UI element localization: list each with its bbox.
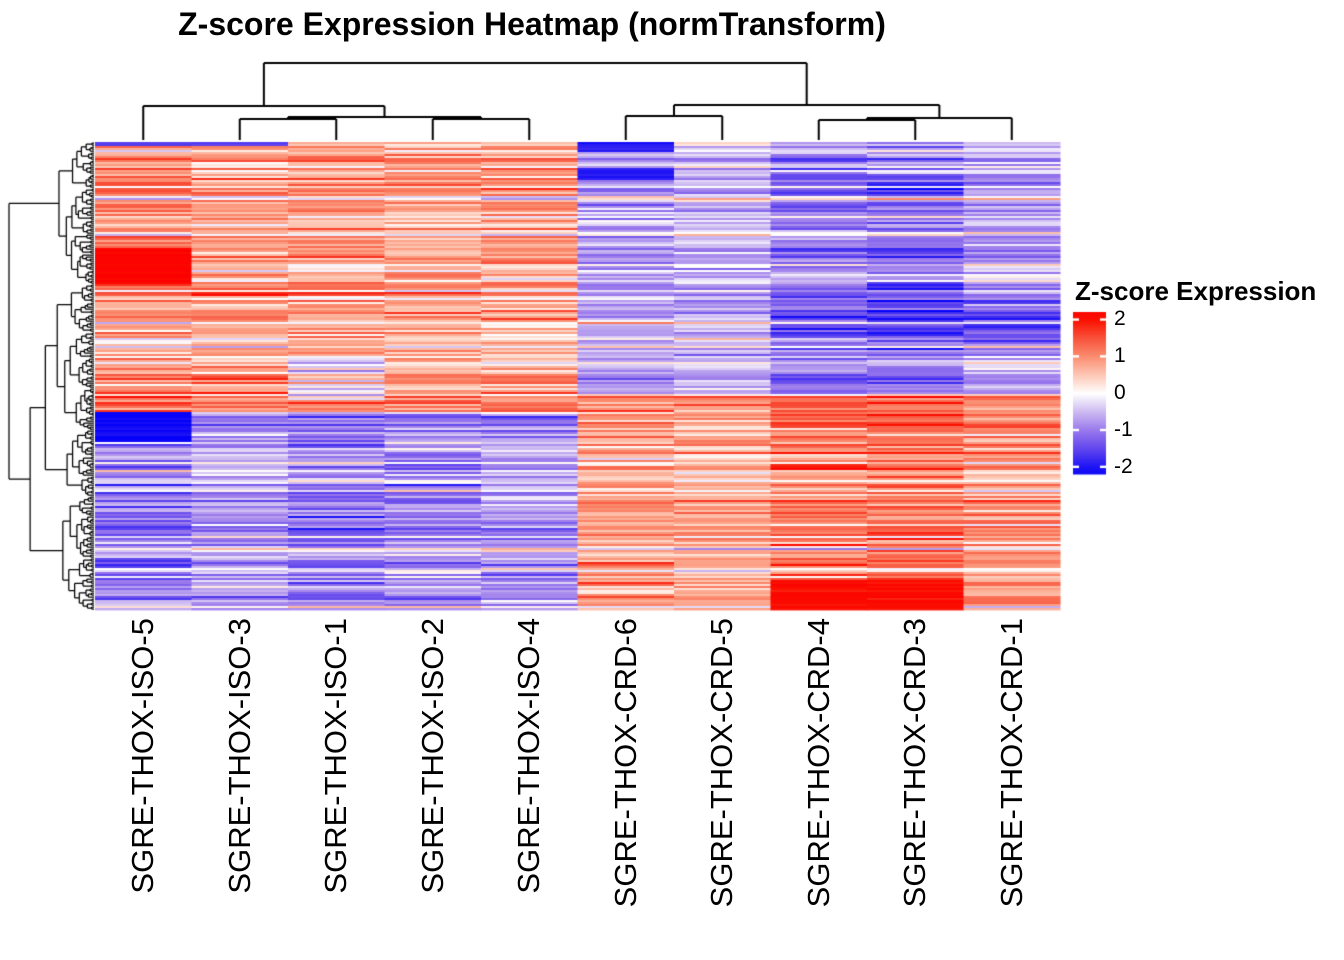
col-label: SGRE-THOX-ISO-2 xyxy=(414,618,450,894)
col-label: SGRE-THOX-CRD-5 xyxy=(704,618,740,908)
col-label: SGRE-THOX-CRD-3 xyxy=(897,618,933,908)
legend-tick-label: 2 xyxy=(1114,307,1126,331)
legend-title: Z-score Expression xyxy=(1075,276,1317,306)
col-label: SGRE-THOX-CRD-4 xyxy=(800,618,836,908)
col-label: SGRE-THOX-ISO-1 xyxy=(318,618,354,894)
col-label: SGRE-THOX-ISO-3 xyxy=(221,618,257,894)
legend-tick-label: 0 xyxy=(1114,381,1126,404)
legend-tick-label: -2 xyxy=(1114,454,1133,478)
col-label: SGRE-THOX-CRD-6 xyxy=(607,618,643,908)
col-label: SGRE-THOX-CRD-1 xyxy=(993,618,1029,908)
legend-tick-label: -1 xyxy=(1114,417,1133,441)
legend-tick-label: 1 xyxy=(1114,344,1126,368)
col-label: SGRE-THOX-ISO-4 xyxy=(511,618,547,894)
chart-title: Z-score Expression Heatmap (normTransfor… xyxy=(178,6,886,42)
col-label: SGRE-THOX-ISO-5 xyxy=(125,618,161,894)
